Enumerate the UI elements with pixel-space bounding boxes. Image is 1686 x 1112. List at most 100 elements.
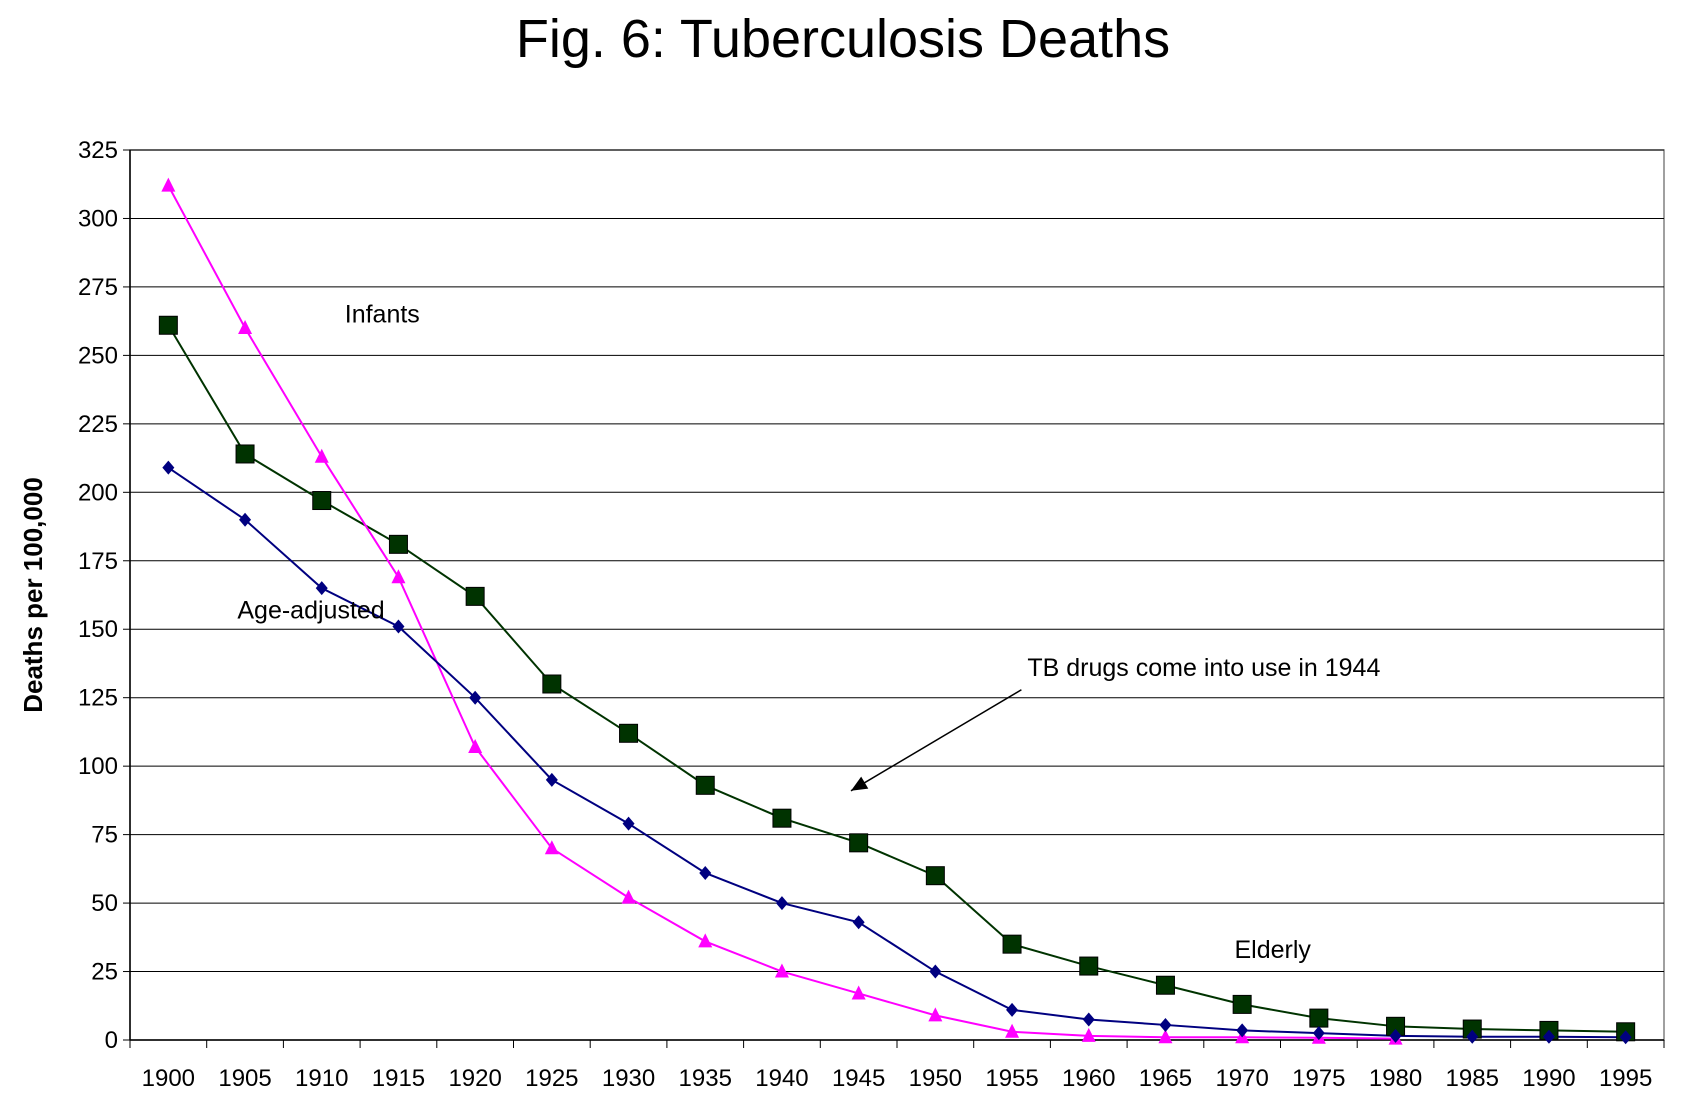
marker-elderly <box>619 723 639 743</box>
x-tick-label: 1975 <box>1292 1065 1345 1092</box>
x-tick-label: 1970 <box>1215 1065 1268 1092</box>
y-tick-label: 100 <box>78 753 118 780</box>
marker-infants <box>774 963 789 978</box>
x-tick-label: 1980 <box>1369 1065 1422 1092</box>
marker-infants <box>1081 1027 1096 1042</box>
marker-age-adjusted <box>162 460 175 475</box>
y-tick-label: 200 <box>78 479 118 506</box>
marker-infants <box>544 840 559 855</box>
marker-infants <box>468 738 483 753</box>
x-tick-label: 1900 <box>142 1065 195 1092</box>
marker-infants <box>698 933 713 948</box>
marker-elderly <box>388 534 408 554</box>
x-tick-label: 1920 <box>448 1065 501 1092</box>
marker-age-adjusted <box>929 964 942 979</box>
annotation-label: TB drugs come into use in 1944 <box>1027 654 1380 682</box>
y-axis-label: Deaths per 100,000 <box>18 477 48 713</box>
y-tick-label: 325 <box>78 137 118 164</box>
marker-age-adjusted <box>392 619 405 634</box>
y-tick-label: 275 <box>78 274 118 301</box>
x-tick-label: 1950 <box>909 1065 962 1092</box>
x-tick-label: 1990 <box>1522 1065 1575 1092</box>
marker-age-adjusted <box>699 865 712 880</box>
y-tick-label: 0 <box>105 1027 118 1054</box>
marker-age-adjusted <box>1619 1030 1632 1045</box>
x-tick-label: 1930 <box>602 1065 655 1092</box>
annotation-arrow-line <box>850 689 1022 792</box>
marker-age-adjusted <box>1542 1029 1555 1044</box>
marker-infants <box>1005 1023 1020 1038</box>
marker-elderly <box>1079 956 1099 976</box>
marker-age-adjusted <box>775 896 788 911</box>
marker-infants <box>391 569 406 584</box>
annotation-label: Infants <box>345 301 420 329</box>
marker-infants <box>1158 1029 1173 1044</box>
marker-infants <box>851 985 866 1000</box>
chart-title: Fig. 6: Tuberculosis Deaths <box>515 9 1171 69</box>
marker-infants <box>314 448 329 463</box>
gridlines <box>130 149 1664 973</box>
y-tick-label: 300 <box>78 205 118 232</box>
marker-age-adjusted <box>622 816 635 831</box>
marker-elderly <box>772 808 792 828</box>
x-tick-label: 1965 <box>1139 1065 1192 1092</box>
annotations: Infants Age-adjusted Elderly TB drugs come … <box>237 301 1380 964</box>
marker-age-adjusted <box>1159 1017 1172 1032</box>
marker-age-adjusted <box>469 690 482 705</box>
x-tick-label: 1940 <box>755 1065 808 1092</box>
marker-elderly <box>158 315 178 335</box>
y-tick-label: 50 <box>91 890 118 917</box>
annotation-arrow-head <box>850 776 869 791</box>
marker-age-adjusted <box>1312 1026 1325 1041</box>
y-tick-label: 225 <box>78 411 118 438</box>
marker-infants <box>928 1007 943 1022</box>
axes: 0 25 50 75 100 125 150 175 200 225 250 275 300 325 190… <box>78 137 1665 1092</box>
marker-age-adjusted <box>1466 1029 1479 1044</box>
marker-infants <box>238 320 253 334</box>
annotation-label: Age-adjusted <box>237 596 384 624</box>
marker-age-adjusted <box>545 772 558 787</box>
marker-age-adjusted <box>1236 1023 1249 1038</box>
x-tick-label: 1960 <box>1062 1065 1115 1092</box>
series-line-elderly <box>167 324 1626 1033</box>
marker-infants <box>161 177 176 192</box>
marker-elderly <box>925 866 945 886</box>
marker-age-adjusted <box>1389 1028 1402 1043</box>
series-markers <box>158 177 1636 1045</box>
marker-infants <box>621 889 636 904</box>
x-tick-label: 1945 <box>832 1065 885 1092</box>
x-tick-label: 1915 <box>372 1065 425 1092</box>
x-tick-label: 1935 <box>679 1065 732 1092</box>
plot-area <box>129 149 1665 1041</box>
marker-elderly <box>312 491 332 511</box>
y-tick-label: 25 <box>91 959 118 986</box>
marker-elderly <box>1232 994 1252 1014</box>
y-tick-label: 250 <box>78 342 118 369</box>
marker-age-adjusted <box>315 581 328 596</box>
x-tick-label: 1905 <box>218 1065 271 1092</box>
marker-elderly <box>1155 975 1175 995</box>
marker-age-adjusted <box>1082 1012 1095 1027</box>
y-tick-label: 75 <box>91 822 118 849</box>
x-tick-label: 1925 <box>525 1065 578 1092</box>
x-tick-label: 1955 <box>985 1065 1038 1092</box>
marker-elderly <box>1309 1008 1329 1028</box>
marker-elderly <box>465 586 485 606</box>
x-tick-label: 1910 <box>295 1065 348 1092</box>
marker-elderly <box>235 444 255 464</box>
x-tick-label: 1985 <box>1446 1065 1499 1092</box>
y-tick-label: 125 <box>78 685 118 712</box>
marker-age-adjusted <box>852 915 865 930</box>
marker-elderly <box>1002 934 1022 954</box>
x-tick-label: 1995 <box>1599 1065 1652 1092</box>
marker-elderly <box>849 833 869 853</box>
y-tick-label: 150 <box>78 616 118 643</box>
marker-elderly <box>542 674 562 694</box>
annotation-label: Elderly <box>1234 936 1311 964</box>
y-tick-label: 175 <box>78 548 118 575</box>
series-line-age-adjusted <box>167 466 1626 1039</box>
marker-elderly <box>695 775 715 795</box>
marker-age-adjusted <box>239 512 252 527</box>
marker-age-adjusted <box>1006 1002 1019 1017</box>
